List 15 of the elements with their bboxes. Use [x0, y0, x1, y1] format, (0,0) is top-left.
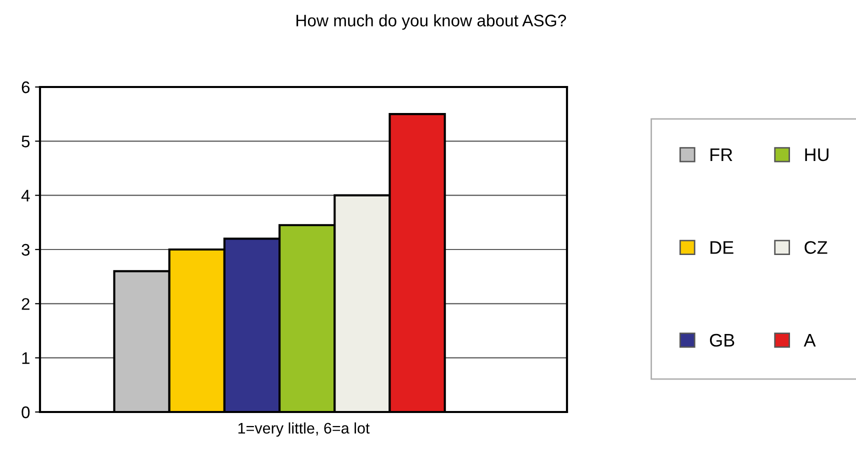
legend-label: HU: [805, 148, 828, 162]
y-tick-label: 4: [21, 190, 30, 202]
legend-label: A: [804, 334, 816, 346]
y-tick-label: 2: [22, 298, 30, 310]
y-tick-label: 1: [22, 352, 30, 364]
chart-title: How much do you know about ASG?: [296, 14, 566, 30]
legend-label: GB: [710, 334, 734, 347]
y-tick-label: 3: [22, 244, 30, 256]
x-axis-title: 1=very little, 6=a lot: [238, 422, 370, 437]
legend-label: DE: [710, 241, 734, 254]
y-tick-label: 6: [22, 81, 30, 94]
y-tick-label: 5: [22, 136, 30, 148]
legend-label: CZ: [804, 241, 828, 254]
y-tick-label: 0: [22, 406, 30, 418]
legend-label: FR: [710, 148, 732, 161]
